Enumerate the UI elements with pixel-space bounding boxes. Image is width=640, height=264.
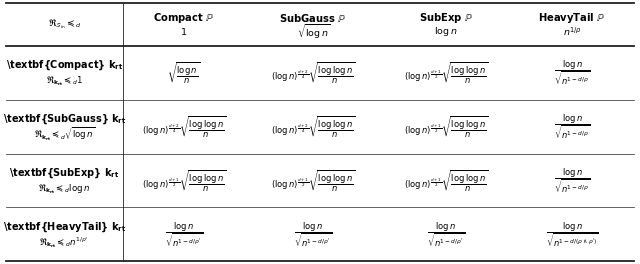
Text: $(\log n)^{\frac{d+1}{2}} \sqrt{\dfrac{\log\log n}{n}}$: $(\log n)^{\frac{d+1}{2}} \sqrt{\dfrac{\… <box>141 168 226 193</box>
Text: $(\log n)^{\frac{d+2}{4}} \sqrt{\dfrac{\log\log n}{n}}$: $(\log n)^{\frac{d+2}{4}} \sqrt{\dfrac{\… <box>141 114 226 139</box>
Text: $\mathfrak{R}_{\mathcal{S}_{\mathrm{in}}} \preceq_d$: $\mathfrak{R}_{\mathcal{S}_{\mathrm{in}}… <box>47 17 81 31</box>
Text: SubExp $\mathbb{P}$: SubExp $\mathbb{P}$ <box>419 11 473 25</box>
Text: $\log n$: $\log n$ <box>435 25 458 39</box>
Text: $(\log n)^{\frac{d+1}{2}} \sqrt{\dfrac{\log\log n}{n}}$: $(\log n)^{\frac{d+1}{2}} \sqrt{\dfrac{\… <box>404 60 488 85</box>
Text: $\mathfrak{R}_{\mathbf{k}_{\mathbf{rt}}} \preceq_d \log n$: $\mathfrak{R}_{\mathbf{k}_{\mathbf{rt}}}… <box>38 182 91 196</box>
Text: $n^{1/\rho}$: $n^{1/\rho}$ <box>563 26 582 38</box>
Text: $\sqrt{\log n}$: $\sqrt{\log n}$ <box>297 23 330 41</box>
Text: $(\log n)^{\frac{d+1}{2}} \sqrt{\dfrac{\log\log n}{n}}$: $(\log n)^{\frac{d+1}{2}} \sqrt{\dfrac{\… <box>404 114 488 139</box>
Text: Compact $\mathbb{P}$: Compact $\mathbb{P}$ <box>153 11 215 25</box>
Text: $\sqrt{\dfrac{\log n}{n}}$: $\sqrt{\dfrac{\log n}{n}}$ <box>168 60 200 85</box>
Text: $\dfrac{\log n}{\sqrt{n^{1-d/\rho'}}}$: $\dfrac{\log n}{\sqrt{n^{1-d/\rho'}}}$ <box>165 220 203 249</box>
Text: $\dfrac{\log n}{\sqrt{n^{1-d/\rho'}}}$: $\dfrac{\log n}{\sqrt{n^{1-d/\rho'}}}$ <box>294 220 332 249</box>
Text: $\mathfrak{R}_{\mathbf{k}_{\mathbf{rt}}} \preceq_d 1$: $\mathfrak{R}_{\mathbf{k}_{\mathbf{rt}}}… <box>45 74 83 88</box>
Text: \textbf{HeavyTail} $\mathbf{k}_{\mathbf{rt}}$: \textbf{HeavyTail} $\mathbf{k}_{\mathbf{… <box>3 220 126 234</box>
Text: $\dfrac{\log n}{\sqrt{n^{1-d/\rho}}}$: $\dfrac{\log n}{\sqrt{n^{1-d/\rho}}}$ <box>554 112 591 141</box>
Text: $\mathfrak{R}_{\mathbf{k}_{\mathbf{rt}}} \preceq_d n^{1/\rho'}$: $\mathfrak{R}_{\mathbf{k}_{\mathbf{rt}}}… <box>40 235 90 250</box>
Text: SubGauss $\mathbb{P}$: SubGauss $\mathbb{P}$ <box>280 12 348 24</box>
Text: \textbf{SubExp} $\mathbf{k}_{\mathbf{rt}}$: \textbf{SubExp} $\mathbf{k}_{\mathbf{rt}… <box>10 167 120 180</box>
Text: $\dfrac{\log n}{\sqrt{n^{1-d/(\rho \wedge \rho')}}}$: $\dfrac{\log n}{\sqrt{n^{1-d/(\rho \wedg… <box>546 220 598 249</box>
Text: \textbf{Compact} $\mathbf{k}_{\mathbf{rt}}$: \textbf{Compact} $\mathbf{k}_{\mathbf{rt… <box>6 59 123 72</box>
Text: $(\log n)^{\frac{d+1}{2}} \sqrt{\dfrac{\log\log n}{n}}$: $(\log n)^{\frac{d+1}{2}} \sqrt{\dfrac{\… <box>271 168 356 193</box>
Text: $\dfrac{\log n}{\sqrt{n^{1-d/\rho}}}$: $\dfrac{\log n}{\sqrt{n^{1-d/\rho}}}$ <box>554 166 591 195</box>
Text: $(\log n)^{\frac{d+1}{2}} \sqrt{\dfrac{\log\log n}{n}}$: $(\log n)^{\frac{d+1}{2}} \sqrt{\dfrac{\… <box>404 168 488 193</box>
Text: $\dfrac{\log n}{\sqrt{n^{1-d/\rho}}}$: $\dfrac{\log n}{\sqrt{n^{1-d/\rho}}}$ <box>554 58 591 87</box>
Text: $(\log n)^{\frac{d+2}{4}} \sqrt{\dfrac{\log\log n}{n}}$: $(\log n)^{\frac{d+2}{4}} \sqrt{\dfrac{\… <box>271 114 356 139</box>
Text: \textbf{SubGauss} $\mathbf{k}_{\mathbf{rt}}$: \textbf{SubGauss} $\mathbf{k}_{\mathbf{r… <box>3 113 126 126</box>
Text: HeavyTail $\mathbb{P}$: HeavyTail $\mathbb{P}$ <box>538 11 606 25</box>
Text: $1$: $1$ <box>180 26 188 37</box>
Text: $\mathfrak{R}_{\mathbf{k}_{\mathbf{rt}}} \preceq_d \sqrt{\log n}$: $\mathfrak{R}_{\mathbf{k}_{\mathbf{rt}}}… <box>34 126 95 143</box>
Text: $(\log n)^{\frac{d+2}{4}} \sqrt{\dfrac{\log\log n}{n}}$: $(\log n)^{\frac{d+2}{4}} \sqrt{\dfrac{\… <box>271 60 356 85</box>
Text: $\dfrac{\log n}{\sqrt{n^{1-d/\rho'}}}$: $\dfrac{\log n}{\sqrt{n^{1-d/\rho'}}}$ <box>427 220 465 249</box>
